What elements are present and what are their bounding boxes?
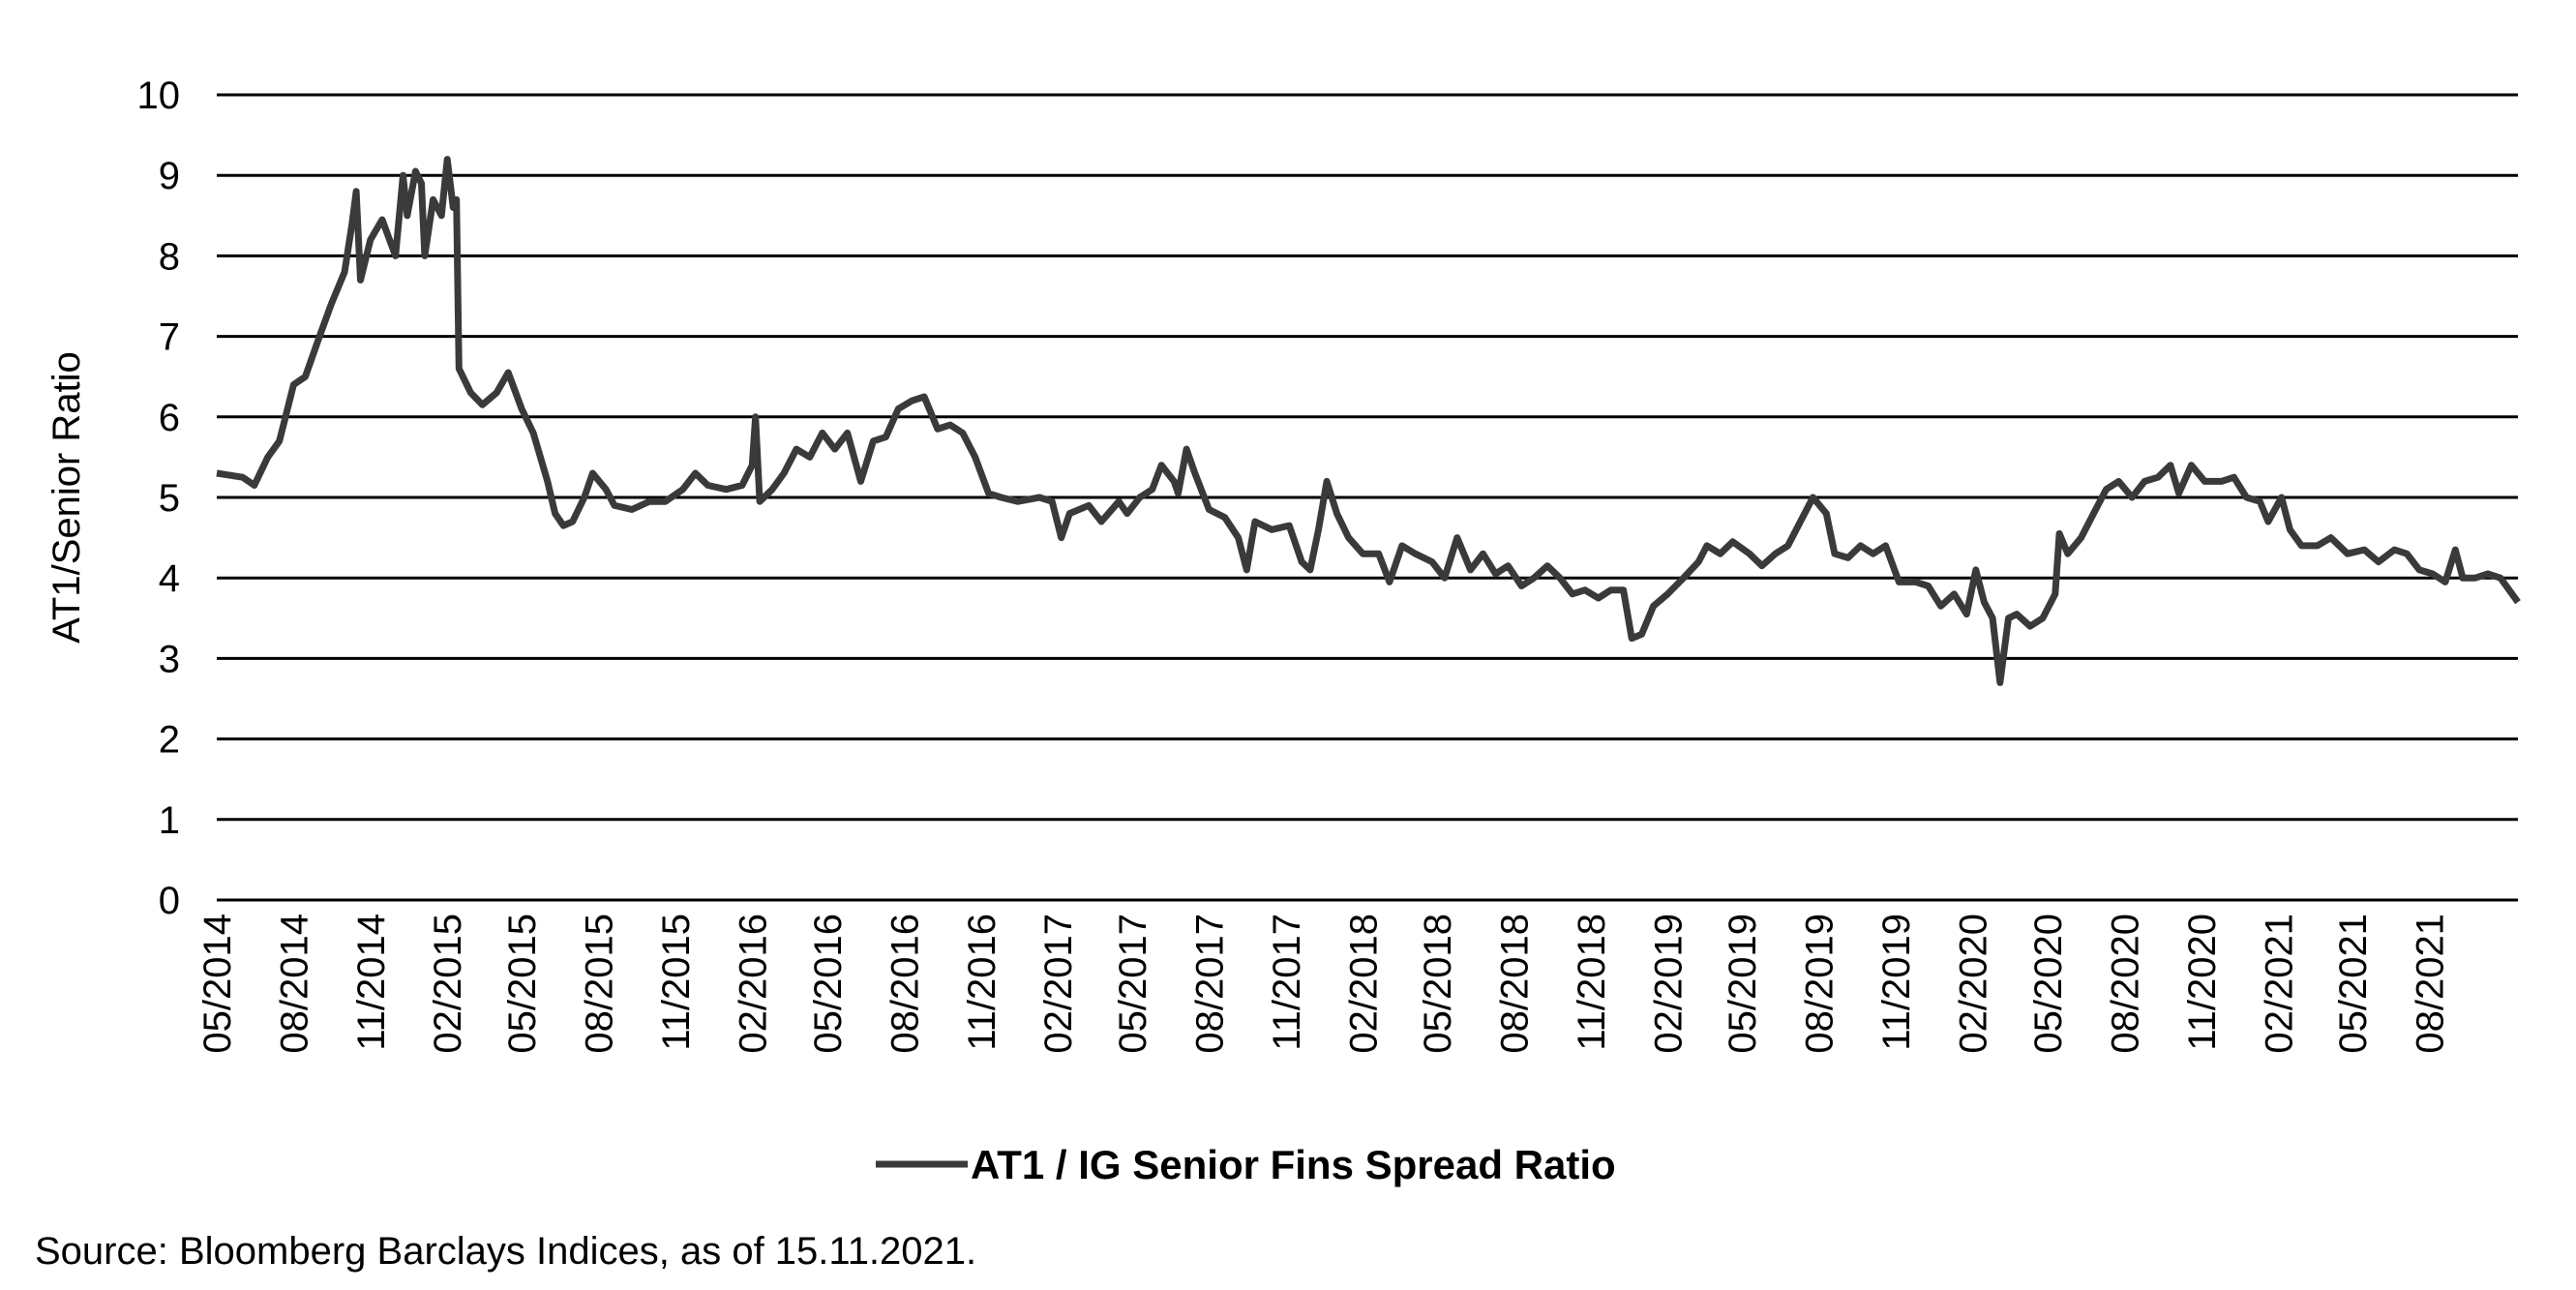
x-tick-label: 08/2021	[2410, 914, 2452, 1054]
x-tick-label: 11/2014	[350, 914, 393, 1051]
y-tick-label: 0	[159, 880, 180, 922]
y-axis-title: AT1/Senior Ratio	[45, 351, 88, 644]
legend: AT1 / IG Senior Fins Spread Ratio	[876, 1142, 1616, 1187]
x-tick-label: 05/2020	[2027, 914, 2070, 1054]
y-tick-label: 6	[159, 397, 180, 439]
x-tick-label: 08/2019	[1799, 914, 1842, 1054]
x-tick-label: 02/2020	[1952, 914, 1994, 1054]
x-tick-label: 11/2015	[655, 914, 698, 1051]
x-tick-label: 02/2018	[1342, 914, 1385, 1054]
y-tick-label: 5	[159, 477, 180, 520]
x-tick-label: 11/2018	[1571, 914, 1613, 1051]
x-tick-label: 05/2019	[1722, 914, 1764, 1054]
y-tick-label: 9	[159, 155, 180, 197]
gridlines	[217, 93, 2518, 902]
x-tick-label: 08/2020	[2104, 914, 2146, 1054]
x-tick-label: 02/2019	[1647, 914, 1690, 1054]
x-tick-label: 11/2020	[2181, 914, 2224, 1051]
x-tick-label: 05/2016	[807, 914, 850, 1054]
y-tick-label: 1	[159, 799, 180, 842]
y-tick-labels: 0 1 2 3 4 5 6 7 8 9 10	[137, 75, 181, 922]
x-tick-label: 08/2014	[273, 914, 315, 1054]
x-tick-labels: 05/2014 08/2014 11/2014 02/2015 05/2015 08/20…	[196, 914, 2452, 1054]
y-tick-label: 3	[159, 638, 180, 680]
x-tick-label: 11/2017	[1266, 914, 1308, 1051]
series-line	[216, 156, 2521, 686]
x-tick-label: 02/2021	[2258, 914, 2300, 1054]
y-tick-label: 4	[159, 557, 180, 600]
y-tick-label: 8	[159, 235, 180, 278]
x-tick-label: 08/2017	[1188, 914, 1231, 1054]
legend-label: AT1 / IG Senior Fins Spread Ratio	[971, 1142, 1616, 1187]
x-tick-label: 02/2017	[1037, 914, 1080, 1054]
x-tick-label: 02/2016	[732, 914, 774, 1054]
x-tick-label: 05/2021	[2332, 914, 2375, 1054]
y-tick-label: 2	[159, 719, 180, 762]
x-tick-label: 08/2016	[884, 914, 926, 1054]
x-tick-label: 05/2015	[501, 914, 544, 1054]
x-tick-label: 11/2016	[961, 914, 1003, 1051]
y-tick-label: 7	[159, 316, 180, 359]
x-tick-label: 11/2019	[1875, 914, 1918, 1051]
x-tick-label: 02/2015	[427, 914, 469, 1054]
x-tick-label: 08/2018	[1493, 914, 1536, 1054]
source-note: Source: Bloomberg Barclays Indices, as o…	[35, 1230, 976, 1273]
x-tick-label: 05/2018	[1417, 914, 1459, 1054]
x-tick-label: 05/2014	[196, 914, 239, 1054]
x-tick-label: 08/2015	[578, 914, 620, 1054]
x-tick-label: 05/2017	[1112, 914, 1154, 1054]
y-tick-label: 10	[137, 75, 181, 117]
